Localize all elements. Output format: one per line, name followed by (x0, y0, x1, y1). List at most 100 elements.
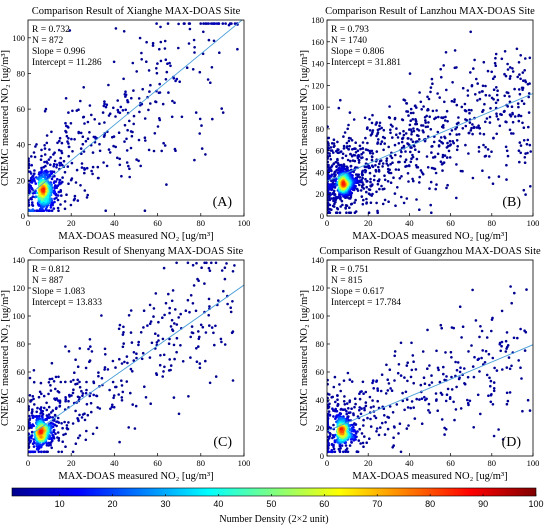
data-point (189, 335, 192, 339)
data-point (344, 204, 348, 207)
data-point (30, 424, 33, 428)
data-point (74, 409, 77, 413)
data-point (128, 167, 131, 171)
data-point (327, 444, 331, 447)
data-point (76, 382, 79, 386)
data-point (490, 150, 493, 153)
data-point (208, 269, 212, 273)
data-point (367, 164, 371, 168)
y-tick-label: 0 (320, 451, 324, 461)
data-point (31, 410, 34, 413)
data-point (347, 211, 351, 214)
data-point (47, 381, 51, 384)
data-point (104, 209, 107, 212)
data-point (443, 378, 446, 382)
data-point (429, 86, 433, 89)
data-point (131, 370, 134, 373)
axes-box (27, 19, 245, 217)
data-point (458, 305, 462, 309)
data-point (497, 175, 501, 178)
data-point (518, 92, 522, 96)
data-point (491, 316, 494, 320)
data-point (388, 105, 391, 108)
data-point (375, 201, 378, 205)
data-point (145, 40, 148, 44)
data-point (456, 145, 460, 148)
data-point (399, 341, 403, 345)
data-point (441, 155, 445, 159)
data-point (73, 371, 76, 375)
data-point (331, 204, 335, 208)
data-point (383, 198, 387, 202)
data-point (78, 385, 82, 389)
data-point (425, 114, 429, 118)
data-point (409, 375, 413, 379)
data-point (518, 160, 521, 164)
data-point (204, 359, 207, 363)
data-point (455, 133, 459, 136)
data-point (369, 151, 372, 155)
data-point (162, 141, 165, 145)
data-point (496, 89, 499, 92)
data-point (376, 182, 380, 186)
data-point (32, 445, 36, 448)
data-point (484, 84, 487, 88)
data-point (385, 363, 388, 367)
data-point (431, 82, 434, 85)
data-point (528, 56, 532, 60)
data-point (372, 405, 375, 408)
data-point (527, 111, 531, 114)
data-point (194, 111, 198, 114)
data-point (339, 195, 342, 199)
data-point (202, 22, 205, 25)
data-point (150, 341, 154, 345)
data-point (62, 159, 66, 163)
data-point (443, 426, 446, 430)
data-point (56, 206, 60, 210)
data-point (366, 416, 369, 420)
data-point (493, 61, 497, 65)
data-point (48, 148, 51, 151)
data-point (32, 397, 35, 401)
data-point (133, 427, 137, 430)
data-point (347, 123, 350, 127)
data-point (76, 365, 80, 369)
data-point (330, 396, 334, 399)
data-point (500, 57, 504, 61)
data-point (362, 424, 365, 427)
data-point (142, 326, 145, 329)
data-point (115, 385, 118, 389)
data-point (468, 121, 472, 124)
data-point (127, 164, 130, 168)
data-point (32, 440, 36, 444)
data-point (428, 187, 431, 190)
data-point (371, 399, 374, 402)
x-tick-label: 100 (527, 218, 540, 228)
data-point (510, 301, 513, 305)
data-point (369, 180, 372, 184)
data-point (31, 208, 35, 211)
data-point (52, 162, 56, 166)
data-point (86, 120, 90, 124)
data-point (439, 323, 443, 327)
data-point (400, 118, 404, 121)
data-point (382, 148, 385, 152)
data-point (412, 179, 415, 183)
data-point (393, 379, 396, 382)
data-point (154, 292, 158, 295)
data-point (67, 421, 70, 424)
data-point (110, 405, 114, 409)
data-point (504, 350, 508, 353)
data-point (32, 380, 36, 384)
data-point (175, 77, 179, 81)
data-point (60, 151, 64, 155)
data-point (29, 176, 33, 180)
data-point (470, 344, 473, 347)
x-tick-label: 100 (238, 218, 251, 228)
data-point (154, 100, 158, 104)
data-point (329, 426, 333, 430)
data-point (56, 416, 60, 420)
data-point (442, 64, 446, 67)
data-point (500, 344, 503, 348)
data-point (73, 138, 76, 141)
